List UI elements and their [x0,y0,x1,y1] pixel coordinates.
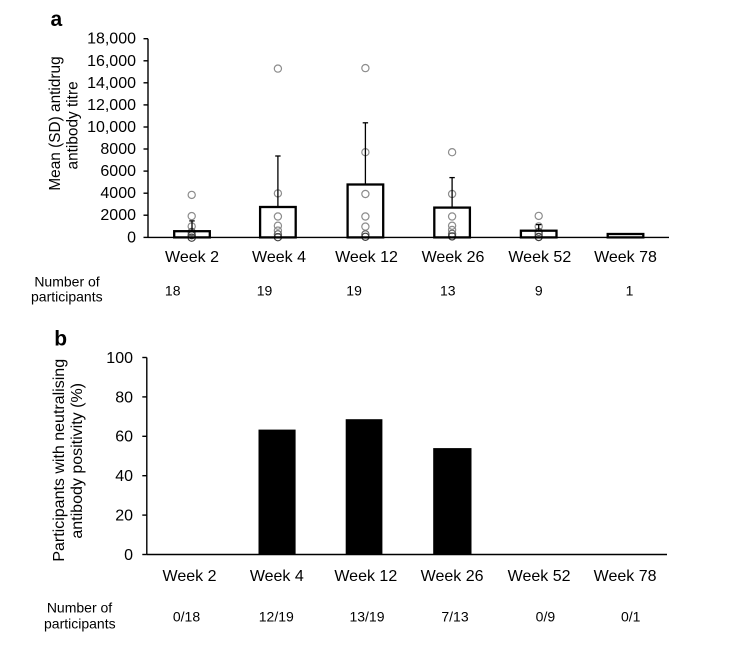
svg-text:18: 18 [165,282,181,298]
svg-text:14,000: 14,000 [87,75,136,92]
svg-text:12/19: 12/19 [259,608,294,624]
svg-text:4000: 4000 [100,185,136,202]
svg-text:Week 26: Week 26 [422,249,485,266]
svg-text:participants: participants [31,289,103,305]
svg-text:antibody positivity (%): antibody positivity (%) [69,383,86,539]
svg-text:Week 2: Week 2 [165,249,219,266]
svg-text:Week 52: Week 52 [508,249,571,266]
svg-text:6000: 6000 [100,163,136,180]
svg-text:1: 1 [626,282,634,298]
svg-text:0: 0 [127,229,136,246]
svg-text:Mean (SD) antidrug: Mean (SD) antidrug [47,56,64,190]
svg-text:participants: participants [44,616,116,632]
svg-text:13/19: 13/19 [349,608,384,624]
svg-text:18,000: 18,000 [87,31,136,48]
svg-text:0/9: 0/9 [536,608,556,624]
svg-text:a: a [51,8,63,31]
svg-text:19: 19 [346,282,362,298]
svg-text:20: 20 [115,508,133,525]
svg-text:13: 13 [440,282,456,298]
svg-text:Week 12: Week 12 [335,249,398,266]
svg-text:antibody titre: antibody titre [65,81,82,169]
svg-text:Participants with neutralising: Participants with neutralising [51,359,68,562]
svg-text:12,000: 12,000 [87,97,136,114]
svg-text:Week 4: Week 4 [252,249,306,266]
svg-text:8000: 8000 [100,141,136,158]
svg-text:Week 26: Week 26 [421,568,484,585]
svg-text:Week 78: Week 78 [594,568,657,585]
svg-text:Week 4: Week 4 [250,568,304,585]
svg-text:Week 2: Week 2 [163,568,217,585]
svg-text:9: 9 [535,282,543,298]
svg-text:Number of: Number of [47,600,112,616]
svg-text:7/13: 7/13 [441,608,468,624]
svg-text:19: 19 [257,282,273,298]
svg-text:80: 80 [115,389,133,406]
svg-text:10,000: 10,000 [87,119,136,136]
svg-text:0: 0 [124,547,133,564]
svg-text:40: 40 [115,468,133,485]
svg-text:2000: 2000 [100,207,136,224]
svg-text:Week 78: Week 78 [594,249,657,266]
svg-text:Week 12: Week 12 [334,568,397,585]
svg-text:100: 100 [106,350,133,367]
svg-text:Number of: Number of [34,274,99,290]
svg-text:Week 52: Week 52 [508,568,571,585]
svg-text:b: b [54,328,67,351]
svg-text:60: 60 [115,429,133,446]
svg-text:0/1: 0/1 [621,608,641,624]
svg-text:16,000: 16,000 [87,53,136,70]
svg-text:0/18: 0/18 [173,608,200,624]
